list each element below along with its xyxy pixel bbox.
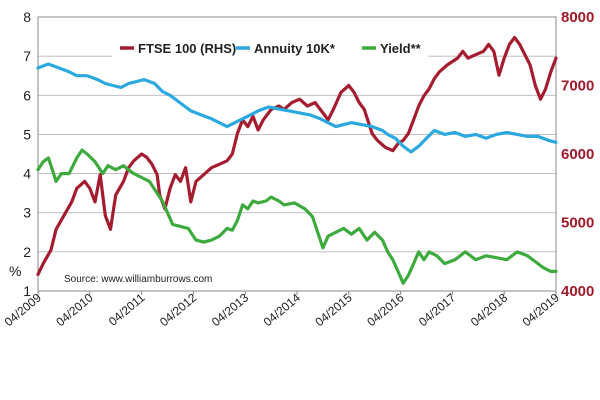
left-axis: 1 2 3 4 5 6 7 8 [23,9,31,299]
right-tick-label: 6000 [561,146,594,163]
legend-label-0: FTSE 100 (RHS) [138,41,236,56]
left-tick-label: 6 [23,87,31,103]
left-tick-label: 2 [23,244,31,260]
series-line-0 [36,35,558,276]
x-tick-label: 04/2010 [53,290,95,329]
x-tick-label: 04/2013 [209,290,251,329]
right-axis: 4000 5000 6000 7000 8000 [561,9,594,300]
x-tick-label: 04/2014 [261,290,303,329]
x-axis: 04/2009 04/2010 04/2011 04/2012 04/2013 04/20… [2,290,562,329]
left-tick-label: 3 [23,205,31,221]
x-tick-label: 04/2012 [157,290,199,329]
right-tick-label: 7000 [561,78,594,95]
legend: FTSE 100 (RHS) Annuity 10K* Yield** [112,33,428,63]
legend-label-1: Annuity 10K* [254,41,336,56]
left-tick-label: 4 [23,166,31,182]
left-tick-label: 8 [23,9,31,25]
x-tick-label: 04/2018 [468,290,510,329]
legend-label-2: Yield** [380,41,422,56]
left-tick-label: 7 [23,48,31,64]
left-tick-label: 5 [23,126,31,142]
x-tick-label: 04/2015 [312,290,354,329]
source-text: Source: www.williamburrows.com [64,274,212,285]
x-tick-label: 04/2011 [106,290,148,328]
x-tick-label: 04/2017 [416,290,458,329]
series-line-1 [36,62,558,154]
x-tick-label: 04/2016 [364,290,406,329]
right-tick-label: 4000 [561,283,594,300]
right-tick-label: 8000 [561,9,594,26]
left-axis-unit: % [9,263,21,279]
right-tick-label: 5000 [561,215,594,232]
x-tick-label: 04/2019 [520,290,562,329]
series-line-2 [36,148,558,285]
left-tick-label: 1 [23,283,31,299]
series-lines [36,35,558,285]
